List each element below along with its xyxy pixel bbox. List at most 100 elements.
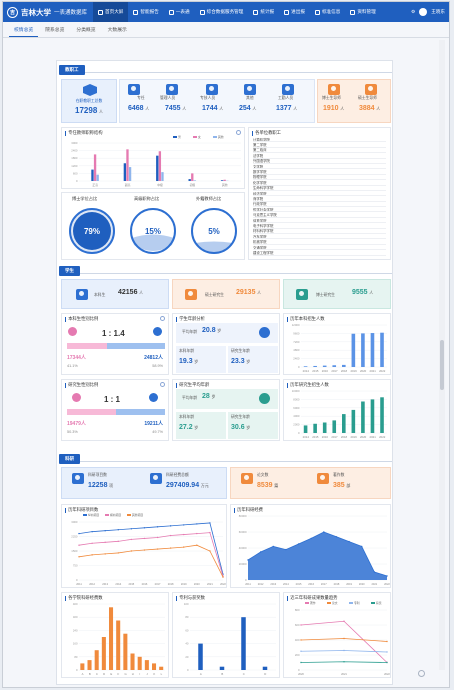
info-icon[interactable]	[160, 316, 165, 321]
back-to-top-icon[interactable]	[418, 670, 425, 677]
stat-4[interactable]	[282, 84, 294, 97]
department-list-item[interactable]: 第二学院	[253, 142, 386, 148]
department-list-item[interactable]: 交通学院	[253, 245, 386, 251]
y-tick-label: 10000	[292, 389, 300, 393]
department-list-item[interactable]: 外国语学院	[253, 159, 386, 164]
stat-0[interactable]	[128, 84, 140, 97]
department-list-item[interactable]: 计算机学院	[253, 137, 386, 143]
nav-table[interactable]: 一表通	[164, 2, 195, 22]
nav-inout[interactable]: 进出报	[279, 2, 310, 22]
nav-report[interactable]: 智能报告	[128, 2, 163, 22]
master-card[interactable]: 硕士研究生 29135 人	[172, 279, 280, 309]
nav-data-service[interactable]: 综合数据服务管理	[195, 2, 249, 22]
settings-icon[interactable]: ⚙	[411, 9, 416, 14]
female-icon	[72, 393, 81, 402]
tab-overview[interactable]: 校情总览	[9, 23, 39, 37]
x-tick-label: 2018	[341, 435, 348, 439]
avatar[interactable]	[419, 8, 428, 16]
data-point	[323, 531, 325, 533]
master-supervisor-stat[interactable]	[365, 84, 377, 97]
project-line-card: 历年科研项目数 0 750 1500 2250 3000 纵向项目 横向项目 其他项目 2011…	[61, 504, 227, 588]
data-point	[156, 536, 159, 539]
x-tick-label: 2019	[181, 582, 187, 586]
patent-chart: 0 20 40 60 80 100 A B C D	[184, 602, 276, 676]
department-list-item[interactable]: 电子科学学院	[253, 223, 386, 229]
x-tick-label: 2015	[312, 435, 319, 439]
department-list-item[interactable]: 行政学院	[253, 202, 386, 208]
legend-label: 其他项目	[132, 513, 143, 517]
data-point	[196, 544, 198, 546]
scroll-thumb[interactable]	[440, 340, 444, 390]
stat-1[interactable]	[166, 84, 178, 97]
data-point	[78, 544, 80, 546]
department-list-item[interactable]: 材料科学学院	[253, 229, 386, 235]
legend-label: 专利	[354, 601, 360, 605]
bar	[123, 163, 127, 181]
department-list-item[interactable]: 法学院	[253, 153, 386, 159]
bar	[342, 364, 346, 367]
y-tick-label: 2400	[71, 149, 78, 153]
grad-gender-card: 研究生性别比例 1 : 1 19479人 19211人 50.3% 49.7%	[61, 379, 169, 441]
stat-3[interactable]	[244, 84, 256, 97]
bar	[262, 666, 268, 670]
x-tick-label: 2018	[341, 369, 348, 373]
x-tick-label: E	[110, 672, 112, 676]
department-list-item[interactable]: 物理学院	[253, 175, 386, 181]
department-list-item[interactable]: 机械学院	[253, 239, 386, 245]
department-list-item[interactable]: 建设工程学院	[253, 250, 386, 256]
bar	[101, 637, 106, 670]
master-icon	[185, 289, 197, 300]
department-list-item[interactable]: 汽车学院	[253, 234, 386, 240]
nav-statistics[interactable]: 统计报	[248, 2, 279, 22]
legend-swatch	[193, 136, 197, 138]
scrollbar[interactable]	[439, 40, 445, 670]
data-point	[209, 531, 211, 534]
department-list-item[interactable]: 经济学院	[253, 191, 386, 197]
department-list-item[interactable]: 体育学院	[253, 218, 386, 224]
x-tick-label: 2020	[360, 369, 367, 373]
phd-card[interactable]: 博士研究生 9555 人	[283, 279, 391, 309]
department-list-item[interactable]: 生命科学学院	[253, 186, 386, 191]
research-project-card[interactable]: 科研项目数 12258 项 科研经费总额 297409.94 万元	[61, 467, 227, 499]
department-list-item[interactable]: 第二临床	[253, 148, 386, 154]
y-tick-label: 80000	[239, 514, 247, 518]
department-list-item[interactable]: 数学学院	[253, 169, 386, 175]
x-tick-label: 2015	[128, 582, 134, 586]
department-list-item[interactable]: 文学院	[253, 164, 386, 170]
nav-material[interactable]: 资料管理	[345, 2, 380, 22]
bar	[94, 650, 99, 670]
data-point	[130, 550, 133, 552]
stat-2[interactable]	[206, 84, 218, 97]
info-icon[interactable]	[160, 382, 165, 387]
data-point	[169, 525, 172, 527]
info-icon[interactable]	[236, 130, 241, 135]
tab-big-screen[interactable]: 大数展示	[107, 28, 127, 33]
home-icon	[98, 9, 104, 15]
bar	[370, 333, 375, 367]
faculty-total-card[interactable]: 在职教职工总数 17298 人	[61, 79, 117, 123]
data-point	[91, 554, 93, 556]
tab-departments[interactable]: 院系总览	[45, 28, 65, 33]
nav-home[interactable]: 首页大屏	[93, 2, 129, 22]
bar	[361, 333, 365, 367]
data-point	[373, 571, 376, 573]
undergrad-card[interactable]: 本科生 42156 人	[61, 279, 169, 309]
research-output-card[interactable]: 论文数 8539 篇 著作数 385 部	[230, 467, 391, 499]
data-point	[209, 550, 211, 552]
department-list-item[interactable]: 哲学社会学院	[253, 207, 386, 213]
person-icon	[259, 393, 270, 404]
department-list-item[interactable]: 商学院	[253, 196, 386, 202]
y-tick-label: 60	[185, 628, 189, 632]
tab-categories[interactable]: 分类概览	[76, 28, 96, 33]
bar	[332, 365, 337, 367]
tab-bar: 校情总览 院系总览 分类概览 大数展示	[3, 22, 449, 38]
data-point	[143, 527, 146, 529]
data-point	[259, 551, 262, 553]
department-list-item[interactable]: 马克思主义学院	[253, 212, 386, 218]
department-list-item[interactable]: 化学学院	[253, 180, 386, 186]
user-name[interactable]: 王晓东	[431, 9, 445, 14]
nav-standard[interactable]: 标准信息	[310, 2, 345, 22]
phd-supervisor-stat[interactable]	[328, 84, 340, 97]
standard-icon	[314, 9, 320, 15]
x-tick-label: 2012	[89, 582, 95, 586]
